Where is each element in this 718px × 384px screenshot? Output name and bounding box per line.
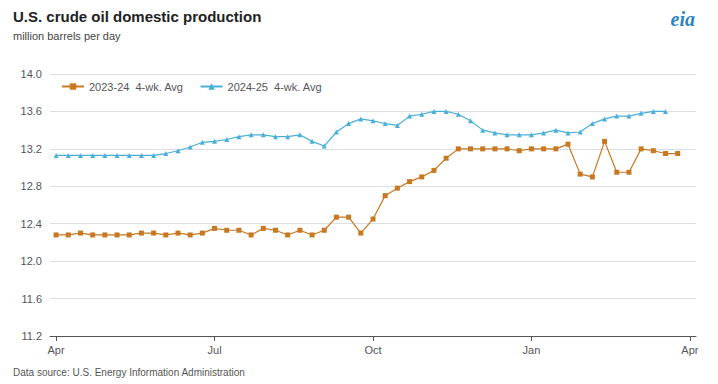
svg-text:Apr: Apr — [48, 344, 65, 356]
svg-text:Oct: Oct — [364, 344, 381, 356]
svg-text:eia: eia — [671, 8, 695, 30]
svg-text:13.2: 13.2 — [21, 143, 42, 155]
svg-text:12.0: 12.0 — [21, 255, 42, 267]
svg-text:11.2: 11.2 — [21, 330, 42, 342]
svg-text:2024-25 4-wk. Avg: 2024-25 4-wk. Avg — [228, 81, 322, 93]
svg-text:13.6: 13.6 — [21, 105, 42, 117]
svg-text:Apr: Apr — [681, 344, 698, 356]
svg-text:million barrels per day: million barrels per day — [13, 30, 121, 42]
svg-text:11.6: 11.6 — [21, 293, 42, 305]
svg-text:12.8: 12.8 — [21, 180, 42, 192]
svg-text:Data source: U.S. Energy Infor: Data source: U.S. Energy Information Adm… — [13, 367, 245, 378]
svg-text:14.0: 14.0 — [21, 68, 42, 80]
svg-text:2023-24 4-wk. Avg: 2023-24 4-wk. Avg — [89, 81, 183, 93]
svg-text:Jan: Jan — [523, 344, 541, 356]
svg-text:Jul: Jul — [208, 344, 222, 356]
svg-text:U.S. crude oil domestic produc: U.S. crude oil domestic production — [13, 8, 261, 25]
svg-text:12.4: 12.4 — [21, 218, 42, 230]
